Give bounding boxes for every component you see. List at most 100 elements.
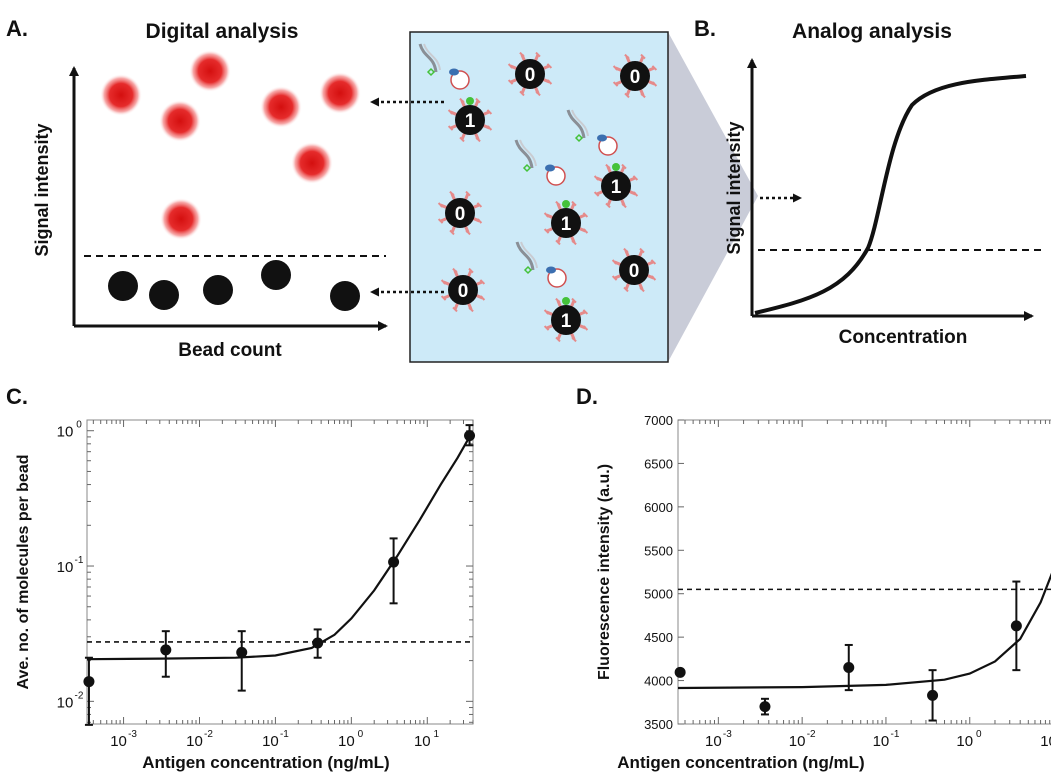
bead-core	[515, 59, 545, 89]
streptavidin-strand	[514, 139, 534, 169]
bead-core	[619, 255, 649, 285]
bead-one: 1	[543, 297, 589, 343]
biotin-star	[523, 265, 533, 275]
bead-zero: 0	[507, 51, 553, 97]
y-tick-label: 10	[57, 694, 74, 711]
capture-antibody-tip	[640, 92, 646, 99]
capture-antibody-tip	[571, 336, 577, 343]
data-point	[83, 676, 95, 688]
negative-bead	[203, 275, 233, 305]
x-tick-exponent: 0	[976, 729, 982, 740]
capture-antibody-tip	[507, 79, 514, 85]
plot-content	[678, 572, 1051, 690]
fit-curve	[678, 572, 1051, 690]
bead-core	[620, 61, 650, 91]
enzyme-circle	[450, 70, 470, 90]
x-tick-exponent: -2	[204, 729, 213, 740]
x-tick-exponent: -2	[807, 729, 816, 740]
panel-label-a: A.	[6, 16, 28, 41]
y-tick-exponent: 0	[76, 420, 82, 431]
capture-antibody-tip	[546, 79, 553, 85]
bead-zero: 0	[611, 247, 657, 293]
detection-complex	[418, 43, 470, 90]
capture-antibody-tip	[640, 53, 646, 60]
x-tick-label: 10	[338, 733, 355, 750]
streptavidin-strand	[515, 241, 535, 271]
capture-antibody-tip	[582, 212, 589, 218]
bead-zero: 0	[437, 190, 483, 236]
y-tick-label: 4000	[644, 674, 673, 689]
capture-antibody-tip	[611, 259, 618, 265]
y-tick-label: 6000	[644, 500, 673, 515]
positive-bead-spot	[160, 198, 202, 240]
capture-antibody-tip	[582, 228, 589, 234]
strand-highlight	[520, 241, 538, 269]
data-point	[236, 646, 248, 658]
y-tick-exponent: -2	[75, 690, 84, 701]
x-tick-label: 10	[262, 733, 279, 750]
capture-antibody-tip	[447, 125, 454, 131]
capture-antibody-tip	[651, 81, 658, 87]
capture-antibody-tip	[593, 191, 600, 197]
enzyme-circle	[547, 268, 567, 288]
capture-antibody-tip	[543, 309, 550, 315]
bound-antigen	[466, 97, 474, 105]
x-tick-label: 10	[956, 733, 973, 750]
capture-antibody-tip	[571, 200, 577, 207]
analog-xlabel: Concentration	[839, 327, 968, 348]
data-point	[927, 689, 939, 701]
panel-c: C. 10 -3 10 -2 10 -1 10 0 10 110 -210 -110 0Antigen …	[6, 384, 476, 772]
capture-antibody-tip	[449, 190, 455, 197]
panel-label-d: D.	[576, 384, 598, 409]
bead-label: 1	[561, 311, 572, 332]
digital-ylabel: Signal intensity	[32, 123, 52, 256]
bead-label: 1	[561, 214, 572, 235]
capture-antibody-tip	[624, 53, 630, 60]
x-tick-label: 10	[186, 733, 203, 750]
bead-zero: 0	[612, 53, 658, 99]
capture-antibody-tip	[605, 202, 611, 209]
biotin-star	[522, 163, 532, 173]
panel-label-b: B.	[694, 16, 716, 41]
analog-sigmoid	[754, 74, 1027, 315]
enzyme-circle	[546, 166, 566, 186]
detection-complex	[515, 241, 567, 288]
capture-antibody-tip	[623, 286, 629, 293]
bead-label: 1	[611, 177, 622, 198]
panel-d: D. 10-310-210-11001013500400045005000550…	[576, 384, 1051, 772]
x-tick-exponent: 1	[434, 729, 440, 740]
capture-antibody-tip	[468, 267, 474, 274]
capture-antibody-tip	[486, 125, 493, 131]
capture-antibody-tip	[507, 63, 514, 69]
bead-core	[445, 198, 475, 228]
capture-antibody-tip	[486, 109, 493, 115]
capture-antibody-tip	[611, 275, 618, 281]
negative-bead	[261, 260, 291, 290]
capture-antibody-tip	[535, 90, 541, 97]
capture-antibody-tip	[452, 267, 458, 274]
plot-frame	[677, 419, 1051, 725]
data-point	[464, 430, 476, 442]
enzyme-circle	[598, 136, 618, 156]
x-tick-exponent: -1	[280, 729, 289, 740]
y-tick-label: 6500	[644, 456, 673, 471]
capture-antibody-tip	[465, 229, 471, 236]
bound-antigen	[562, 297, 570, 305]
detection-antibody	[546, 266, 556, 274]
panel-a: A. Digital analysis Signal intensity Bea…	[6, 16, 388, 361]
capture-antibody-tip	[543, 325, 550, 331]
digital-xlabel: Bead count	[178, 340, 282, 361]
negative-bead-signals	[108, 260, 360, 311]
analog-title: Analog analysis	[792, 20, 952, 43]
x-tick-label: 10	[705, 733, 722, 750]
bead-zero: 0	[440, 267, 486, 313]
assay-schematic: 1 0 0 1 0 1 0 0 1	[370, 31, 758, 363]
streptavidin-strand	[566, 109, 586, 139]
detection-antibody	[449, 68, 459, 76]
y-tick-label: 10	[57, 559, 74, 576]
positive-bead-spot	[159, 100, 201, 142]
x-tick-label: 10	[789, 733, 806, 750]
detection-antibody	[597, 134, 607, 142]
